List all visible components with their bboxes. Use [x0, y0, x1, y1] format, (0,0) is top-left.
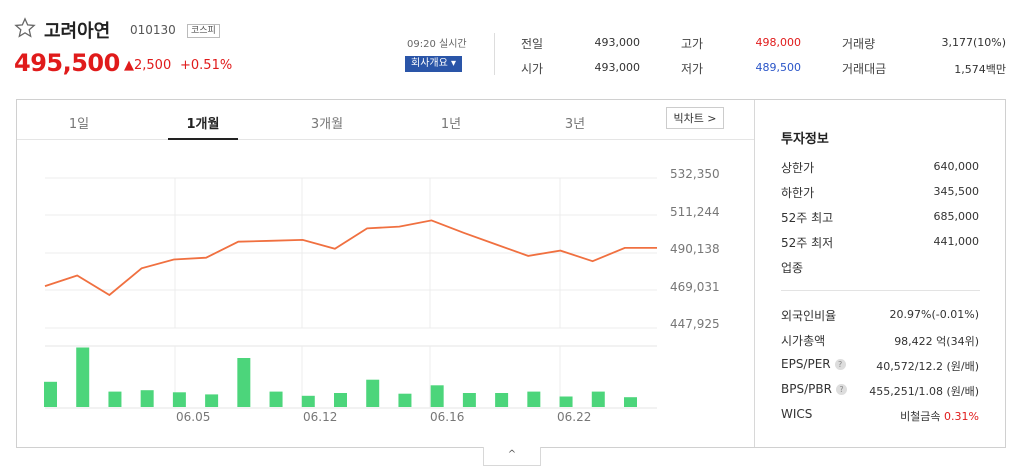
company-overview-button[interactable]: 회사개요 ▾ — [405, 56, 462, 72]
price-line — [44, 219, 657, 297]
volume-bar — [591, 391, 605, 407]
upper-limit-value: 640,000 — [933, 160, 980, 173]
chart-grid — [45, 177, 657, 409]
prev-label: 전일 — [521, 37, 544, 51]
volume-bar — [366, 379, 380, 407]
info-divider — [781, 290, 980, 291]
sector-label: 업종 — [781, 261, 804, 275]
bps-pbr-value: 455,251/1.08 (원/배) — [869, 385, 979, 398]
lower-limit-value: 345,500 — [933, 185, 980, 198]
tab-1d[interactable]: 1일 — [68, 117, 90, 132]
stock-name: 고려아연 — [44, 21, 111, 42]
low-value: 489,500 — [755, 61, 802, 74]
volume-bar — [527, 391, 541, 407]
volume-bar — [44, 381, 57, 407]
price-change: ▲2,500 — [124, 58, 172, 73]
lower-limit-label: 하한가 — [781, 186, 815, 200]
wics-value[interactable]: 비철금속 0.31% — [900, 410, 979, 423]
tabs-divider — [17, 139, 754, 140]
foreign-ratio-value: 20.97%(-0.01%) — [889, 308, 979, 321]
low-label: 저가 — [681, 62, 704, 76]
collapse-toggle[interactable]: ^ — [483, 447, 541, 466]
amount-value: 1,574백만 — [954, 63, 1006, 76]
low52-value: 441,000 — [933, 235, 980, 248]
big-chart-button[interactable]: 빅차트 > — [666, 107, 724, 129]
volume-bars — [44, 347, 637, 407]
low52-label: 52주 최저 — [781, 236, 834, 250]
price-chart — [44, 177, 657, 409]
eps-per-value: 40,572/12.2 (원/배) — [876, 360, 979, 373]
y-tick: 469,031 — [670, 280, 720, 294]
x-tick: 06.12 — [303, 410, 338, 424]
help-icon[interactable]: ? — [835, 384, 847, 395]
amount-label: 거래대금 — [842, 62, 887, 76]
stock-code: 010130 — [130, 23, 176, 37]
x-tick: 06.05 — [176, 410, 211, 424]
favorite-star-icon[interactable] — [14, 17, 36, 39]
high52-label: 52주 최고 — [781, 211, 834, 225]
chevron-up-icon: ^ — [507, 449, 517, 460]
prev-value: 493,000 — [594, 36, 641, 49]
market-badge: 코스피 — [187, 24, 220, 38]
volume-bar — [398, 393, 412, 407]
x-tick: 06.16 — [430, 410, 465, 424]
volume-bar — [172, 392, 186, 407]
y-tick: 447,925 — [670, 317, 720, 331]
header-divider — [494, 33, 495, 75]
volume-bar — [76, 347, 90, 407]
high52-value: 685,000 — [933, 210, 980, 223]
x-tick: 06.22 — [557, 410, 592, 424]
open-value: 493,000 — [594, 61, 641, 74]
volume-bar — [269, 391, 283, 407]
eps-per-label: EPS/PER? — [781, 357, 846, 371]
volume-label: 거래량 — [842, 37, 876, 51]
high-label: 고가 — [681, 37, 704, 51]
high-value: 498,000 — [755, 36, 802, 49]
volume-bar — [430, 385, 444, 407]
volume-bar — [301, 395, 315, 407]
volume-bar — [495, 393, 509, 407]
realtime-timestamp: 09:20 실시간 — [407, 39, 467, 50]
volume-bar — [462, 393, 476, 407]
price-change-pct: +0.51% — [180, 58, 233, 73]
active-tab-underline — [168, 138, 238, 140]
market-cap-label: 시가총액 — [781, 334, 826, 348]
volume-bar — [334, 393, 347, 407]
foreign-ratio-label: 외국인비율 — [781, 309, 837, 323]
y-tick: 511,244 — [670, 205, 720, 219]
tab-1m[interactable]: 1개월 — [186, 117, 220, 132]
volume-bar — [205, 394, 219, 407]
y-tick: 532,350 — [670, 167, 720, 181]
panel-divider — [754, 100, 755, 447]
market-cap-value: 98,422 억(34위) — [894, 335, 979, 348]
help-icon[interactable]: ? — [834, 359, 846, 370]
y-tick: 490,138 — [670, 242, 720, 256]
invest-info-title: 투자정보 — [781, 132, 829, 147]
bps-pbr-label: BPS/PBR? — [781, 382, 847, 396]
volume-bar — [559, 396, 573, 407]
volume-bar — [108, 391, 122, 407]
current-price: 495,500 — [14, 49, 120, 77]
tab-3y[interactable]: 3년 — [564, 117, 586, 132]
volume-value: 3,177(10%) — [941, 36, 1006, 49]
volume-bar — [140, 390, 154, 407]
open-label: 시가 — [521, 62, 544, 76]
tab-3m[interactable]: 3개월 — [310, 117, 344, 132]
upper-limit-label: 상한가 — [781, 161, 815, 175]
volume-bar — [624, 397, 637, 407]
wics-label: WICS — [781, 407, 813, 421]
tab-1y[interactable]: 1년 — [440, 117, 462, 132]
volume-bar — [237, 358, 251, 407]
